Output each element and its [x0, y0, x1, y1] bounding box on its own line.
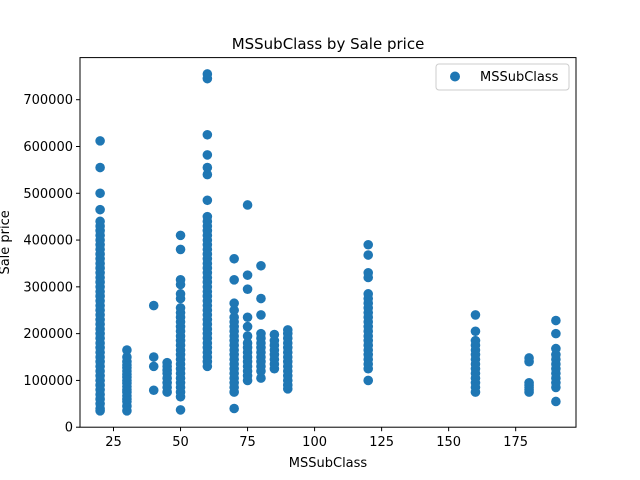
data-point	[363, 250, 374, 260]
data-point	[95, 188, 105, 199]
data-point	[242, 312, 253, 323]
data-point	[148, 361, 159, 372]
data-point	[122, 352, 132, 362]
data-point	[470, 310, 481, 320]
data-point	[229, 305, 239, 316]
y-tick-label: 500000	[23, 187, 73, 202]
data-point	[202, 211, 213, 222]
data-point	[229, 403, 239, 414]
data-point	[524, 353, 534, 363]
plot-frame	[79, 57, 577, 428]
data-point	[470, 326, 481, 337]
data-point	[95, 204, 105, 215]
data-point	[202, 150, 213, 160]
x-tick-label: 25	[105, 435, 122, 450]
x-tick-label: 50	[172, 435, 189, 450]
data-point	[229, 298, 239, 309]
data-point	[162, 357, 172, 368]
legend-label: MSSubClass	[480, 70, 559, 85]
x-tick-label: 100	[302, 435, 327, 450]
data-point	[175, 405, 186, 415]
y-tick-label: 300000	[23, 280, 73, 295]
data-point	[551, 396, 561, 407]
data-point	[242, 200, 253, 210]
y-tick-label: 200000	[23, 327, 73, 342]
data-point	[175, 230, 186, 241]
x-tick-label: 175	[503, 435, 528, 450]
data-point	[256, 310, 266, 320]
data-point	[148, 300, 159, 311]
data-point	[256, 328, 266, 339]
data-point	[470, 335, 481, 346]
data-point	[242, 284, 253, 294]
data-point	[363, 239, 374, 250]
data-point	[242, 338, 253, 348]
data-point	[256, 293, 266, 304]
data-point	[122, 345, 132, 355]
data-point	[551, 343, 561, 354]
data-points	[95, 69, 561, 416]
y-tick-label: 600000	[23, 140, 73, 155]
data-point	[202, 169, 213, 180]
legend-box	[435, 63, 570, 91]
data-point	[524, 377, 534, 388]
data-point	[202, 162, 213, 173]
data-point	[242, 331, 253, 341]
data-point	[95, 136, 105, 146]
chart-title: MSSubClass by Sale price	[232, 35, 425, 53]
data-point	[551, 315, 561, 326]
data-point	[95, 162, 105, 173]
data-point	[229, 253, 239, 264]
y-tick-label: 400000	[23, 234, 73, 249]
data-point	[242, 270, 253, 280]
data-point	[229, 275, 239, 285]
data-point	[202, 195, 213, 206]
data-point	[175, 275, 186, 285]
data-point	[148, 385, 159, 396]
data-point	[256, 260, 266, 271]
data-point	[175, 289, 186, 299]
y-tick-label: 0	[65, 421, 73, 436]
data-point	[202, 69, 213, 79]
y-axis-ticks: 0 100000 200000 300000 400000 500000 600000 700…	[23, 93, 80, 436]
data-point	[175, 244, 186, 255]
y-axis-label: Sale price	[0, 210, 13, 274]
data-point	[148, 352, 159, 362]
y-tick-label: 100000	[23, 374, 73, 389]
data-point	[363, 289, 374, 299]
data-point	[95, 216, 105, 227]
data-point	[202, 129, 213, 140]
data-point	[363, 268, 374, 278]
data-point	[242, 321, 253, 332]
legend-marker	[450, 71, 460, 82]
legend: MSSubClass	[435, 63, 570, 91]
data-point	[175, 303, 186, 313]
x-tick-label: 150	[436, 435, 461, 450]
data-point	[256, 373, 266, 383]
data-point	[282, 325, 293, 335]
x-tick-label: 75	[239, 435, 256, 450]
x-tick-label: 125	[369, 435, 394, 450]
x-axis-label: MSSubClass	[289, 456, 368, 471]
x-axis-ticks: 25 50 75 100 125 150 175	[105, 427, 528, 450]
data-point	[363, 375, 374, 386]
data-point	[269, 329, 280, 340]
data-point	[229, 312, 239, 323]
y-tick-label: 700000	[23, 93, 73, 108]
data-point	[551, 328, 561, 339]
